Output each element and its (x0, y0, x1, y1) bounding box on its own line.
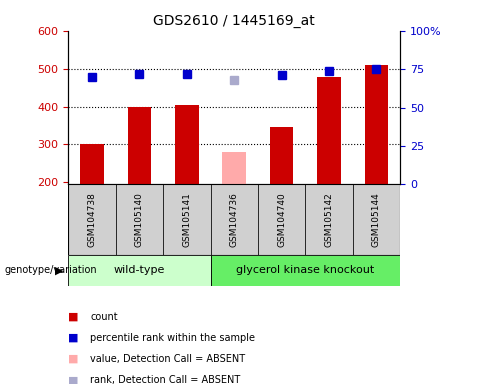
Text: glycerol kinase knockout: glycerol kinase knockout (236, 265, 374, 275)
Text: rank, Detection Call = ABSENT: rank, Detection Call = ABSENT (90, 375, 241, 384)
Title: GDS2610 / 1445169_at: GDS2610 / 1445169_at (153, 14, 315, 28)
Bar (210, 184, 258, 255)
Text: ▶: ▶ (55, 265, 63, 275)
Text: GSM105142: GSM105142 (325, 192, 334, 247)
Bar (163, 184, 210, 255)
Text: ■: ■ (68, 333, 79, 343)
Text: GSM104738: GSM104738 (87, 192, 97, 247)
Text: genotype/variation: genotype/variation (5, 265, 98, 275)
Bar (80, 144, 104, 184)
Bar (305, 184, 353, 255)
Bar (116, 184, 163, 255)
Text: percentile rank within the sample: percentile rank within the sample (90, 333, 255, 343)
Bar (223, 152, 246, 184)
Text: GSM105140: GSM105140 (135, 192, 144, 247)
Bar (210, 255, 400, 286)
Bar (258, 184, 305, 255)
Bar (68, 255, 210, 286)
Text: ■: ■ (68, 312, 79, 322)
Bar (127, 107, 151, 184)
Bar (270, 127, 293, 184)
Text: wild-type: wild-type (114, 265, 165, 275)
Bar (175, 105, 199, 184)
Text: ■: ■ (68, 375, 79, 384)
Text: GSM105144: GSM105144 (372, 192, 381, 247)
Bar (68, 184, 116, 255)
Text: count: count (90, 312, 118, 322)
Text: ■: ■ (68, 354, 79, 364)
Text: GSM105141: GSM105141 (183, 192, 191, 247)
Bar (365, 65, 388, 184)
Text: GSM104736: GSM104736 (230, 192, 239, 247)
Bar (317, 77, 341, 184)
Text: value, Detection Call = ABSENT: value, Detection Call = ABSENT (90, 354, 245, 364)
Bar (353, 184, 400, 255)
Text: GSM104740: GSM104740 (277, 192, 286, 247)
